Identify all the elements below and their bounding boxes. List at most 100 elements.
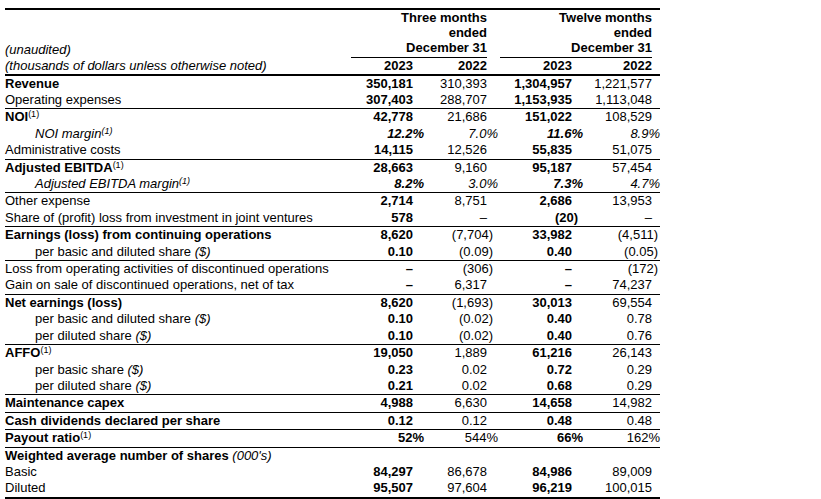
row-label: Weighted average number of shares (000's… <box>5 447 345 464</box>
row-label-text: NOI <box>5 109 28 124</box>
value-cell: 3.0% <box>428 176 500 193</box>
value-cell: 0.76 <box>584 328 660 345</box>
row-label: Gain on sale of discontinued operations,… <box>5 277 345 294</box>
value-cell: 14,658 <box>500 395 584 412</box>
value-cell: 0.48 <box>584 412 660 429</box>
row-label: Share of (profit) loss from investment i… <box>5 210 345 227</box>
table-row: NOI(1)42,77821,686151,022108,529 <box>5 109 660 126</box>
col-group-line: ended <box>345 25 487 40</box>
table-row: Operating expenses307,403288,7071,153,93… <box>5 92 660 109</box>
footnote-marker: (1) <box>113 160 124 170</box>
value-cell: (1,693) <box>428 294 500 311</box>
table-row: AFFO(1)19,0501,88961,21626,143 <box>5 345 660 362</box>
unaudited-note: (unaudited) <box>5 9 345 58</box>
table-row: Other expense2,7148,7512,68613,953 <box>5 193 660 210</box>
year-header: 2023 <box>500 58 584 75</box>
value-cell: 66% <box>500 430 584 447</box>
value-cell: 96,219 <box>500 480 584 497</box>
value-cell: 74,237 <box>584 277 660 294</box>
value-cell: 0.40 <box>500 328 584 345</box>
value-cell <box>584 447 660 464</box>
row-label: Payout ratio(1) <box>5 430 345 447</box>
value-cell: – <box>345 261 428 278</box>
value-cell: 310,393 <box>428 75 500 92</box>
value-cell: 4,988 <box>345 395 428 412</box>
value-cell: 26,143 <box>584 345 660 362</box>
table-row: Adjusted EBITDA(1)28,6639,16095,18757,45… <box>5 159 660 176</box>
value-cell: 100,015 <box>584 480 660 497</box>
row-label-text: Diluted <box>5 480 45 495</box>
value-cell: 2,714 <box>345 193 428 210</box>
table-row: Net earnings (loss)8,620(1,693)30,01369,… <box>5 294 660 311</box>
table-row: Gain on sale of discontinued operations,… <box>5 277 660 294</box>
year-header-row: (thousands of dollars unless otherwise n… <box>5 58 660 75</box>
value-cell: 1,113,048 <box>584 92 660 109</box>
value-cell: 8,620 <box>345 294 428 311</box>
row-label-text: Revenue <box>5 76 59 91</box>
row-label: per basic and diluted share ($) <box>5 244 345 261</box>
value-cell: – <box>428 210 500 227</box>
row-label: Operating expenses <box>5 92 345 109</box>
row-label: Loss from operating activities of discon… <box>5 261 345 278</box>
value-cell: 6,630 <box>428 395 500 412</box>
value-cell: (0.05) <box>584 244 660 261</box>
row-label: per diluted share ($) <box>5 378 345 395</box>
value-cell: 0.12 <box>345 412 428 429</box>
value-cell: 0.78 <box>584 311 660 327</box>
value-cell: (0.02) <box>428 311 500 327</box>
footnote-marker: (1) <box>40 345 51 355</box>
value-cell: 14,115 <box>345 142 428 159</box>
units-note: (thousands of dollars unless otherwise n… <box>5 58 345 75</box>
table-row: Loss from operating activities of discon… <box>5 261 660 278</box>
value-cell: (0.09) <box>428 244 500 261</box>
row-label-text: Payout ratio <box>5 430 80 445</box>
value-cell: 84,297 <box>345 464 428 480</box>
row-label: per basic share ($) <box>5 362 345 378</box>
value-cell: (20) <box>500 210 584 227</box>
value-cell: 84,986 <box>500 464 584 480</box>
value-cell: 11.6% <box>500 126 584 142</box>
col-group-line: Twelve months <box>500 10 652 25</box>
value-cell: 1,153,935 <box>500 92 584 109</box>
value-cell: – <box>345 277 428 294</box>
row-label: Basic <box>5 464 345 480</box>
value-cell: 0.23 <box>345 362 428 378</box>
table-row: Basic84,29786,67884,98689,009 <box>5 464 660 480</box>
value-cell: 95,187 <box>500 159 584 176</box>
row-label: NOI(1) <box>5 109 345 126</box>
row-label: per basic and diluted share ($) <box>5 311 345 327</box>
value-cell: 69,554 <box>584 294 660 311</box>
footnote-marker: (1) <box>28 109 39 119</box>
row-label-text: Weighted average number of shares <box>5 448 229 463</box>
row-label-text: Other expense <box>5 193 90 208</box>
col-group-three-months: Three monthsendedDecember 31 <box>345 9 500 58</box>
row-label-text: Net earnings (loss) <box>5 295 122 310</box>
table-row: Earnings (loss) from continuing operatio… <box>5 227 660 244</box>
value-cell: 55,835 <box>500 142 584 159</box>
value-cell: 7.0% <box>428 126 500 142</box>
row-label-text: per diluted share <box>35 328 132 343</box>
value-cell <box>345 447 428 464</box>
row-label-text: Adjusted EBITDA margin <box>35 176 179 191</box>
row-label-text: Gain on sale of discontinued operations,… <box>5 277 294 292</box>
value-cell: 42,778 <box>345 109 428 126</box>
value-cell: 4.7% <box>584 176 660 193</box>
row-label-text: per basic and diluted share <box>35 311 191 326</box>
value-cell: 350,181 <box>345 75 428 92</box>
value-cell: 19,050 <box>345 345 428 362</box>
table-row: Revenue350,181310,3931,304,9571,221,577 <box>5 75 660 92</box>
value-cell: 9,160 <box>428 159 500 176</box>
table-row: Maintenance capex4,9886,63014,65814,982 <box>5 395 660 412</box>
value-cell: (0.02) <box>428 328 500 345</box>
value-cell: 0.10 <box>345 244 428 261</box>
value-cell <box>428 447 500 464</box>
table-row: per diluted share ($)0.210.020.680.29 <box>5 378 660 395</box>
col-group-twelve-months-label: Twelve monthsendedDecember 31 <box>500 10 660 56</box>
value-cell: 89,009 <box>584 464 660 480</box>
value-cell: (4,511) <box>584 227 660 244</box>
value-cell: 51,075 <box>584 142 660 159</box>
header-group-row: (unaudited) Three monthsendedDecember 31… <box>5 9 660 58</box>
row-label-suffix: ($) <box>124 362 144 377</box>
table-row: Weighted average number of shares (000's… <box>5 447 660 464</box>
value-cell: (7,704) <box>428 227 500 244</box>
